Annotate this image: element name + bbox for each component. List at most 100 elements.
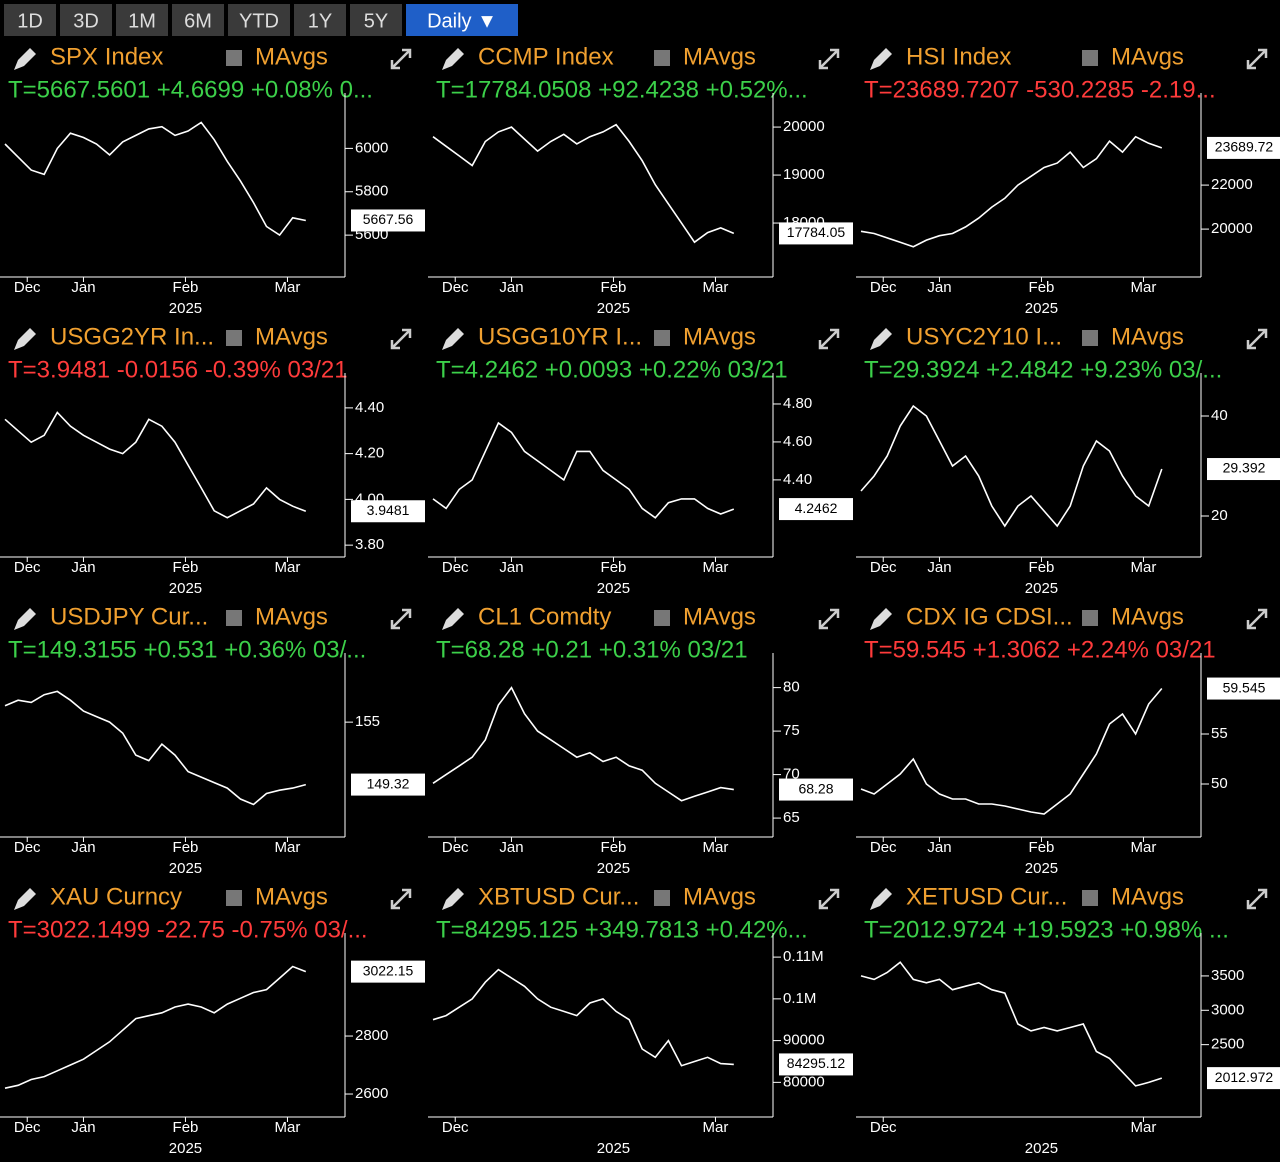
expand-icon[interactable] bbox=[1246, 608, 1268, 630]
mavgs-checkbox[interactable] bbox=[654, 890, 670, 906]
y-tick-label: 3000 bbox=[1211, 1001, 1244, 1018]
expand-icon[interactable] bbox=[818, 888, 840, 910]
mavgs-label[interactable]: MAvgs bbox=[683, 323, 756, 350]
chart-title[interactable]: XBTUSD Cur... bbox=[478, 883, 639, 910]
mavgs-label[interactable]: MAvgs bbox=[1111, 323, 1184, 350]
mavgs-label[interactable]: MAvgs bbox=[255, 323, 328, 350]
x-tick-label: Jan bbox=[71, 559, 95, 576]
y-tick-label: 4.60 bbox=[783, 433, 812, 450]
mavgs-label[interactable]: MAvgs bbox=[683, 883, 756, 910]
mavgs-label[interactable]: MAvgs bbox=[1111, 603, 1184, 630]
last-value-box bbox=[779, 1053, 853, 1076]
x-tick-label: Mar bbox=[703, 1119, 729, 1136]
expand-icon[interactable] bbox=[390, 328, 412, 350]
chart-title[interactable]: USGG2YR In... bbox=[50, 323, 214, 350]
y-tick-label: 90000 bbox=[783, 1032, 825, 1049]
expand-icon[interactable] bbox=[390, 48, 412, 70]
x-tick-label: Jan bbox=[927, 559, 951, 576]
year-label: 2025 bbox=[1025, 860, 1058, 877]
toolbar-button[interactable] bbox=[4, 4, 56, 36]
chart-title[interactable]: USYC2Y10 I... bbox=[906, 323, 1062, 350]
mavgs-label[interactable]: MAvgs bbox=[1111, 883, 1184, 910]
mavgs-checkbox[interactable] bbox=[226, 330, 242, 346]
toolbar-button[interactable] bbox=[116, 4, 168, 36]
toolbar-button-label[interactable]: 1D bbox=[17, 10, 43, 32]
mavgs-checkbox[interactable] bbox=[1082, 330, 1098, 346]
edit-icon bbox=[14, 608, 36, 630]
y-tick-label: 2500 bbox=[1211, 1036, 1244, 1053]
chart-title[interactable]: CL1 Comdty bbox=[478, 603, 611, 630]
chart-title[interactable]: USGG10YR I... bbox=[478, 323, 642, 350]
toolbar-button[interactable] bbox=[228, 4, 290, 36]
toolbar-button-label[interactable]: 1Y bbox=[308, 10, 332, 32]
toolbar-button[interactable] bbox=[172, 4, 224, 36]
chart-title[interactable]: HSI Index bbox=[906, 43, 1011, 70]
toolbar-button-label[interactable]: 3D bbox=[73, 10, 99, 32]
expand-icon[interactable] bbox=[390, 608, 412, 630]
expand-icon[interactable] bbox=[1246, 328, 1268, 350]
chart-title[interactable]: CDX IG CDSI... bbox=[906, 603, 1073, 630]
mavgs-label[interactable]: MAvgs bbox=[255, 603, 328, 630]
mavgs-label[interactable]: MAvgs bbox=[683, 43, 756, 70]
toolbar-button-label[interactable]: 1M bbox=[128, 10, 156, 32]
expand-icon[interactable] bbox=[390, 888, 412, 910]
x-tick-label: Feb bbox=[1029, 839, 1055, 856]
toolbar-button[interactable] bbox=[60, 4, 112, 36]
expand-icon[interactable] bbox=[818, 608, 840, 630]
mavgs-label[interactable]: MAvgs bbox=[255, 43, 328, 70]
x-tick-label: Feb bbox=[173, 839, 199, 856]
x-tick-label: Dec bbox=[14, 1119, 41, 1136]
mavgs-checkbox[interactable] bbox=[226, 610, 242, 626]
quote: T=3022.1499 -22.75 -0.75% 03/... bbox=[8, 916, 368, 943]
mavgs-checkbox[interactable] bbox=[654, 610, 670, 626]
last-value-box bbox=[351, 500, 425, 523]
toolbar-button[interactable] bbox=[294, 4, 346, 36]
mavgs-checkbox[interactable] bbox=[654, 330, 670, 346]
expand-icon[interactable] bbox=[818, 48, 840, 70]
quote: T=84295.125 +349.7813 +0.42%... bbox=[436, 916, 808, 943]
chart-title[interactable]: XETUSD Cur... bbox=[906, 883, 1067, 910]
mavgs-checkbox[interactable] bbox=[654, 50, 670, 66]
mavgs-checkbox[interactable] bbox=[1082, 610, 1098, 626]
expand-icon[interactable] bbox=[1246, 48, 1268, 70]
mavgs-checkbox[interactable] bbox=[226, 890, 242, 906]
edit-icon bbox=[870, 48, 892, 70]
chart-title[interactable]: SPX Index bbox=[50, 43, 163, 70]
chart-title[interactable]: USDJPY Cur... bbox=[50, 603, 208, 630]
x-tick-label: Mar bbox=[703, 559, 729, 576]
last-value-label: 149.32 bbox=[367, 775, 410, 791]
interval-button[interactable] bbox=[406, 4, 518, 36]
y-tick-label: 155 bbox=[355, 713, 380, 730]
year-label: 2025 bbox=[169, 860, 202, 877]
toolbar-button[interactable] bbox=[350, 4, 402, 36]
mavgs-checkbox[interactable] bbox=[226, 50, 242, 66]
last-value-label: 5667.56 bbox=[363, 211, 414, 227]
quote: T=59.545 +1.3062 +2.24% 03/21 bbox=[864, 636, 1216, 663]
chart-title[interactable]: CCMP Index bbox=[478, 43, 614, 70]
x-tick-label: Dec bbox=[14, 279, 41, 296]
y-tick-label: 40 bbox=[1211, 407, 1228, 424]
mavgs-label[interactable]: MAvgs bbox=[255, 883, 328, 910]
toolbar-button-label[interactable]: YTD bbox=[239, 10, 279, 32]
mavgs-label[interactable]: MAvgs bbox=[683, 603, 756, 630]
expand-icon[interactable] bbox=[1246, 888, 1268, 910]
expand-icon[interactable] bbox=[818, 328, 840, 350]
year-label: 2025 bbox=[1025, 580, 1058, 597]
x-tick-label: Mar bbox=[1131, 1119, 1157, 1136]
year-label: 2025 bbox=[597, 1140, 630, 1157]
chart-title[interactable]: XAU Curncy bbox=[50, 883, 182, 910]
price-line bbox=[860, 961, 1163, 1087]
x-tick-label: Feb bbox=[173, 559, 199, 576]
last-value-label: 23689.72 bbox=[1215, 139, 1274, 155]
x-tick-label: Dec bbox=[442, 839, 469, 856]
last-value-label: 29.392 bbox=[1223, 460, 1266, 476]
price-line bbox=[860, 687, 1163, 815]
interval-label[interactable]: Daily ▼ bbox=[427, 10, 497, 32]
edit-icon bbox=[442, 608, 464, 630]
mavgs-checkbox[interactable] bbox=[1082, 50, 1098, 66]
mavgs-checkbox[interactable] bbox=[1082, 890, 1098, 906]
toolbar-button-label[interactable]: 5Y bbox=[364, 10, 388, 32]
mavgs-label[interactable]: MAvgs bbox=[1111, 43, 1184, 70]
toolbar-button-label[interactable]: 6M bbox=[184, 10, 212, 32]
